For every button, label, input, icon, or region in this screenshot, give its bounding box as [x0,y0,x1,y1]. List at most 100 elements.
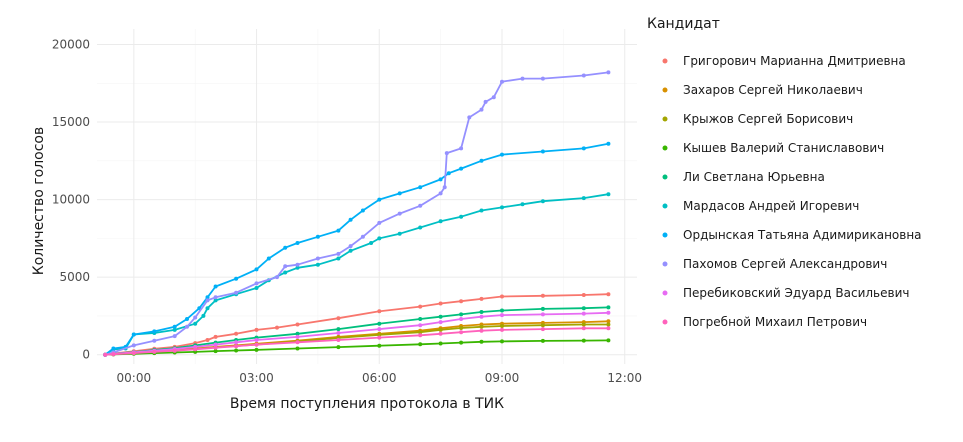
series-line [105,327,609,356]
series-point [315,262,320,267]
y-tick-label: 15000 [52,115,90,129]
legend-swatch [662,319,668,325]
series-point [418,304,423,309]
series-point [418,333,423,338]
legend-label: Кышев Валерий Станиславович [683,141,884,155]
legend-swatch [662,58,668,64]
series-point [581,311,586,316]
series-point [540,293,545,298]
series-point [500,152,504,157]
series-point [254,347,259,352]
legend-swatch [662,87,668,93]
series-point [520,202,525,207]
legend-item: Крыжов Сергей Борисович [662,112,853,126]
series-point [479,158,484,163]
legend-label: Перебиковский Эдуард Васильевич [683,286,909,300]
series-point [500,79,504,84]
legend-item: Мардасов Андрей Игоревич [662,199,859,213]
series-point [172,324,177,329]
series-point [213,284,218,289]
y-axis: 0 5000 10000 15000 20000 [52,38,90,362]
series-point [606,141,611,146]
series-point [606,292,611,297]
series-point [581,73,586,78]
series-point [315,256,320,261]
series-point [254,267,259,272]
series-point [418,330,423,335]
series-point [606,70,611,75]
legend-item: Погребной Михаил Петрович [662,315,867,329]
legend-label: Погребной Михаил Петрович [683,315,867,329]
series-point [213,345,218,350]
series-point [459,214,464,219]
x-tick-label: 00:00 [117,371,152,385]
series-point [500,313,504,318]
series-point [606,319,611,324]
series-point [540,76,545,81]
series-point [103,352,108,357]
series-point [336,345,341,350]
series-point [377,220,382,225]
series-point [581,326,586,331]
series-point [438,219,443,224]
legend-item: Перебиковский Эдуард Васильевич [662,286,909,300]
series-point [377,327,382,332]
series-point [234,340,239,345]
y-tick-label: 0 [82,348,90,362]
series-point [254,286,259,290]
legend-swatch [662,232,668,238]
series-point [131,343,136,348]
series-point [336,331,341,335]
legend-item: Ордынская Татьяна Адимирикановна [662,228,922,242]
series-point [438,341,443,346]
series-4 [103,338,611,357]
legend-swatch [662,116,668,122]
series-point [479,310,484,314]
series-point [606,305,611,310]
legend-swatch [662,203,668,209]
series-line [104,193,609,356]
series-point [581,196,586,201]
series-point [336,251,341,256]
series-point [606,326,611,331]
series-point [438,327,443,332]
series-point [348,244,353,249]
series-point [234,290,239,295]
series-point [360,234,365,239]
series-point [444,151,449,156]
series-point [201,313,206,318]
series-point [111,346,116,351]
legend-item: Пахомов Сергей Александрович [662,257,887,271]
series-point [438,301,443,306]
series-point [266,256,271,261]
series-point [500,308,504,313]
series-point [360,208,365,213]
series-point [193,321,198,326]
series-point [438,191,443,196]
series-point [459,326,464,330]
legend-swatch [662,261,668,267]
series-point [606,322,611,327]
series-point [254,338,259,342]
series-point [254,281,259,286]
series-point [397,211,402,216]
series-point [446,171,451,176]
series-point [377,236,382,241]
x-tick-label: 12:00 [607,371,642,385]
series-point [283,245,288,250]
series-point [152,329,157,334]
series-1 [103,292,611,357]
series-point [540,327,545,332]
series-point [275,325,279,330]
x-tick-label: 06:00 [362,371,397,385]
series-point [459,166,464,171]
series-point [459,146,464,151]
series-point [540,199,545,204]
series-point [254,342,259,347]
series-point [254,327,259,332]
series-point [479,107,484,112]
legend-swatch [662,145,668,151]
legend-item: Григорович Марианна Дмитриевна [662,54,906,68]
series-point [295,346,300,351]
